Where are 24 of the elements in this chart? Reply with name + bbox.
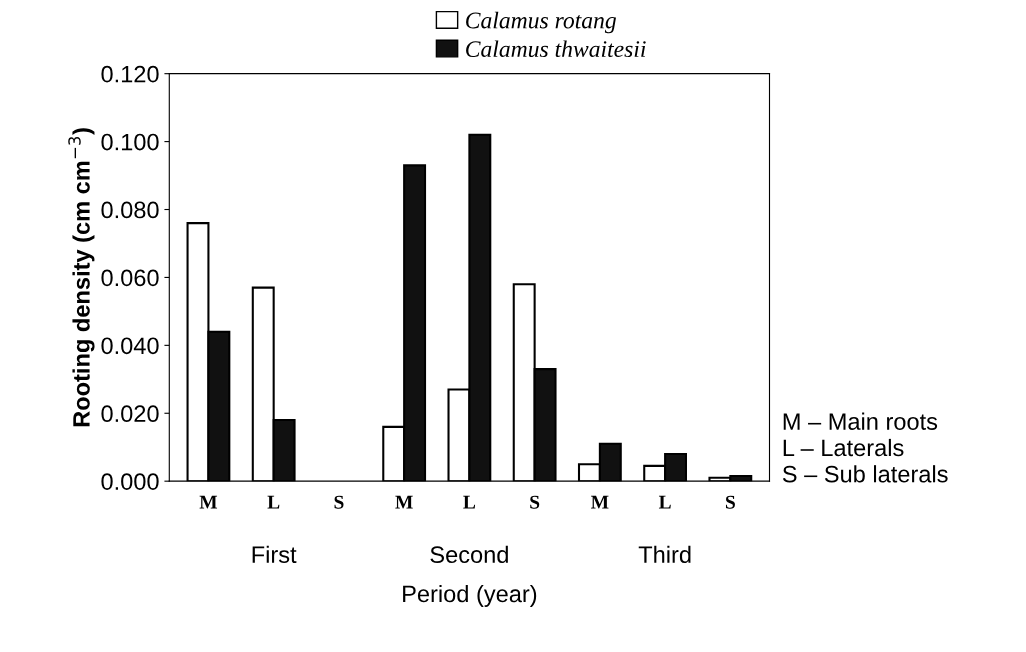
- y-tick-label: 0.060: [101, 269, 159, 287]
- y-axis-title: Rooting density (cm cm$^{−3}$): [68, 128, 95, 427]
- text: Third: [638, 545, 691, 564]
- x-tick-label: S: [334, 495, 344, 509]
- x-tick-label: S: [530, 495, 540, 509]
- y-tick-label: 0.100: [101, 133, 159, 151]
- x-tick-label: L: [463, 495, 476, 509]
- legend-label: Calamus rotang: [466, 11, 616, 34]
- text: Second: [430, 545, 508, 564]
- x-tick-label: L: [658, 495, 671, 509]
- x-axis-title: Period (year): [403, 584, 537, 607]
- text: First: [252, 545, 297, 564]
- x-tick-label: M: [199, 495, 218, 509]
- y-tick-label: 0.020: [101, 405, 159, 423]
- y-tick-label: 0.040: [101, 337, 159, 355]
- text: M – Main roots L – Laterals S – Sub laterals: [782, 412, 948, 483]
- x-tick-label: M: [591, 495, 609, 509]
- y-tick-label: 0.080: [101, 201, 159, 219]
- legend-label: Calamus thwaitesii: [466, 40, 646, 58]
- y-tick-label: 0.000: [101, 473, 159, 490]
- x-tick-label: M: [395, 495, 413, 509]
- y-tick-label: 0.120: [101, 65, 159, 83]
- x-tick-label: S: [725, 495, 735, 509]
- x-tick-label: L: [267, 495, 280, 509]
